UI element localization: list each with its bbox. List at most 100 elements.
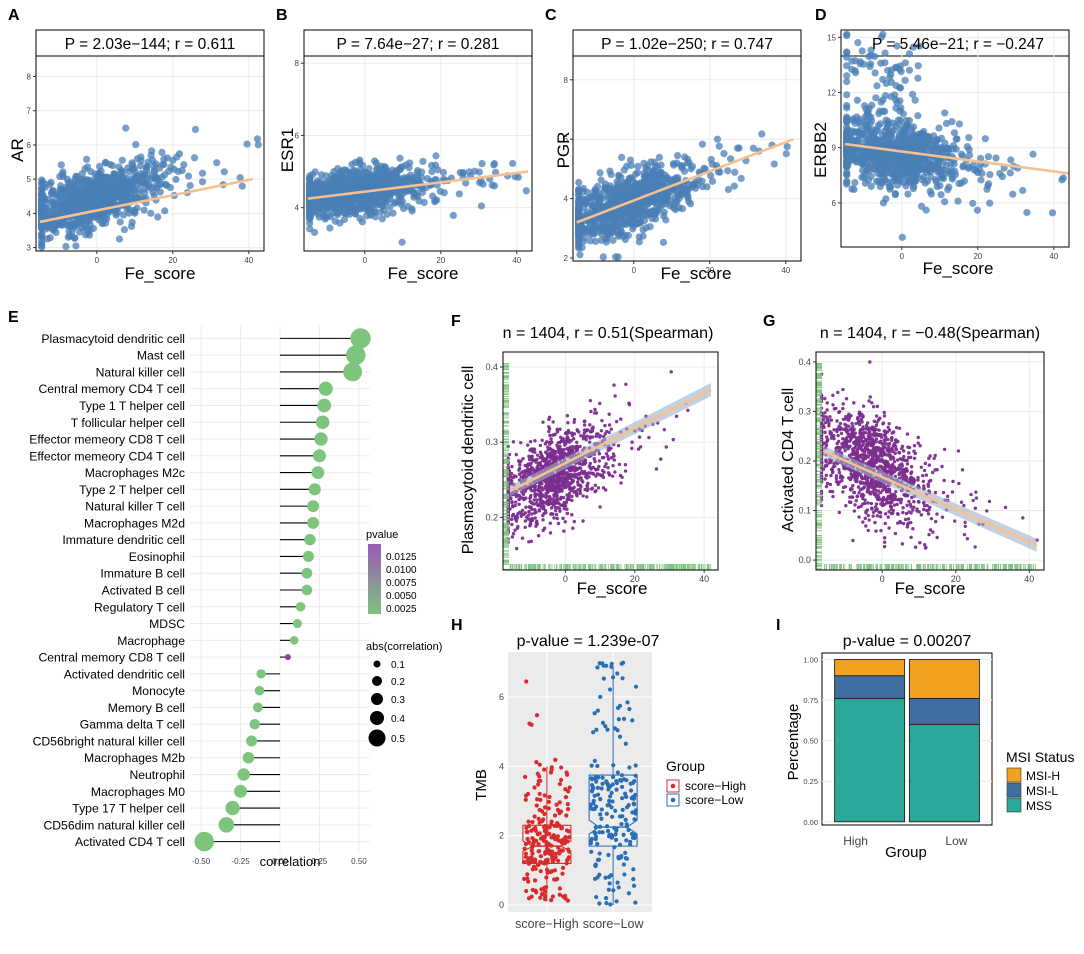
size-legend-dot-1 <box>373 660 381 668</box>
data-point <box>572 490 576 494</box>
data-point <box>585 484 589 489</box>
panel-letter-c: C <box>545 7 557 24</box>
data-point <box>568 487 572 492</box>
data-point <box>528 439 533 444</box>
data-point <box>910 145 918 153</box>
data-point <box>609 236 617 244</box>
data-point <box>548 477 553 481</box>
panel-letter-d: D <box>815 7 827 24</box>
data-point <box>577 462 582 466</box>
data-point <box>517 493 521 498</box>
data-point <box>377 162 385 170</box>
data-point <box>879 96 887 104</box>
data-point <box>490 182 499 190</box>
data-point <box>431 198 439 206</box>
size-legend-title: abs(correlation) <box>366 641 442 653</box>
data-point <box>353 173 361 181</box>
data-point <box>599 253 607 261</box>
data-point <box>77 185 85 193</box>
data-point <box>587 464 592 468</box>
fit-line <box>576 137 794 224</box>
data-point <box>515 514 519 518</box>
data-point <box>630 440 634 444</box>
data-point <box>872 177 881 186</box>
category-label: Natural killer T cell <box>85 500 185 514</box>
data-point <box>563 520 567 524</box>
panel-b-title-box <box>303 29 533 57</box>
x-tick-label: 20 <box>168 256 177 265</box>
data-point <box>571 437 576 441</box>
data-point <box>854 128 862 137</box>
size-legend-label-4: 0.4 <box>391 714 405 725</box>
data-point <box>379 202 387 210</box>
data-point <box>575 197 583 205</box>
data-point <box>540 486 544 490</box>
data-point <box>609 189 618 197</box>
data-point <box>598 218 606 226</box>
data-point <box>992 154 1000 162</box>
data-point <box>640 169 648 177</box>
data-point <box>134 172 143 180</box>
panel-e-pvalue-legend: pvalue 0.0125 0.0100 0.0075 0.0050 0.002… <box>366 529 417 615</box>
lollipop-dot <box>315 415 330 430</box>
data-point <box>674 414 679 418</box>
data-point <box>378 215 386 223</box>
data-point <box>414 166 422 175</box>
data-point <box>901 76 909 84</box>
category-label: Type 1 T helper cell <box>79 399 185 413</box>
data-point <box>306 207 314 215</box>
data-point <box>635 238 643 246</box>
data-point <box>337 168 345 176</box>
category-label: MDSC <box>149 617 185 631</box>
lollipop-dot <box>237 768 250 781</box>
data-point <box>509 159 517 168</box>
data-point <box>154 213 162 221</box>
data-point <box>581 519 585 523</box>
data-point <box>539 496 543 500</box>
data-point <box>874 122 882 130</box>
data-point <box>141 189 149 197</box>
data-point <box>920 127 928 136</box>
data-point <box>843 151 851 159</box>
data-point <box>640 178 649 186</box>
data-point <box>423 174 432 183</box>
category-label: Regulatory T cell <box>94 600 185 614</box>
panel-d-title: P = 5.46e−21; r = −0.247 <box>872 36 1044 53</box>
data-point <box>72 242 80 250</box>
data-point <box>955 179 963 188</box>
data-point <box>594 474 598 478</box>
data-point <box>600 418 604 423</box>
data-point <box>411 191 420 200</box>
data-point <box>64 233 72 241</box>
data-point <box>642 224 650 232</box>
data-point <box>606 448 610 453</box>
data-point <box>659 457 663 461</box>
data-point <box>630 446 634 451</box>
category-label: Eosinophil <box>129 550 185 564</box>
category-label: Plasmacytoid dendritic cell <box>41 332 185 346</box>
data-point <box>590 487 594 491</box>
data-point <box>132 141 140 149</box>
data-point <box>557 472 562 476</box>
category-label: Effector memeory CD8 T cell <box>29 433 185 447</box>
data-point <box>408 175 416 183</box>
data-point <box>536 534 541 538</box>
data-point <box>510 535 515 539</box>
x-tick-label: 0 <box>363 256 368 265</box>
data-point <box>68 195 77 203</box>
data-point <box>843 102 851 110</box>
panel-f: n = 1404, r = 0.51(Spearman) 0 20 400.20.3… <box>460 325 719 598</box>
data-point <box>117 196 125 204</box>
lollipop-dot <box>252 702 263 713</box>
data-point <box>670 161 678 169</box>
data-point <box>150 162 158 170</box>
data-point <box>843 171 851 179</box>
data-point <box>38 225 46 233</box>
panel-a-xlabel: Fe_score <box>125 264 196 283</box>
data-point <box>333 200 342 208</box>
data-point <box>559 496 563 501</box>
data-point <box>623 162 631 170</box>
data-point <box>883 141 891 149</box>
category-label: CD56dim natural killer cell <box>43 818 185 832</box>
data-point <box>396 192 404 200</box>
